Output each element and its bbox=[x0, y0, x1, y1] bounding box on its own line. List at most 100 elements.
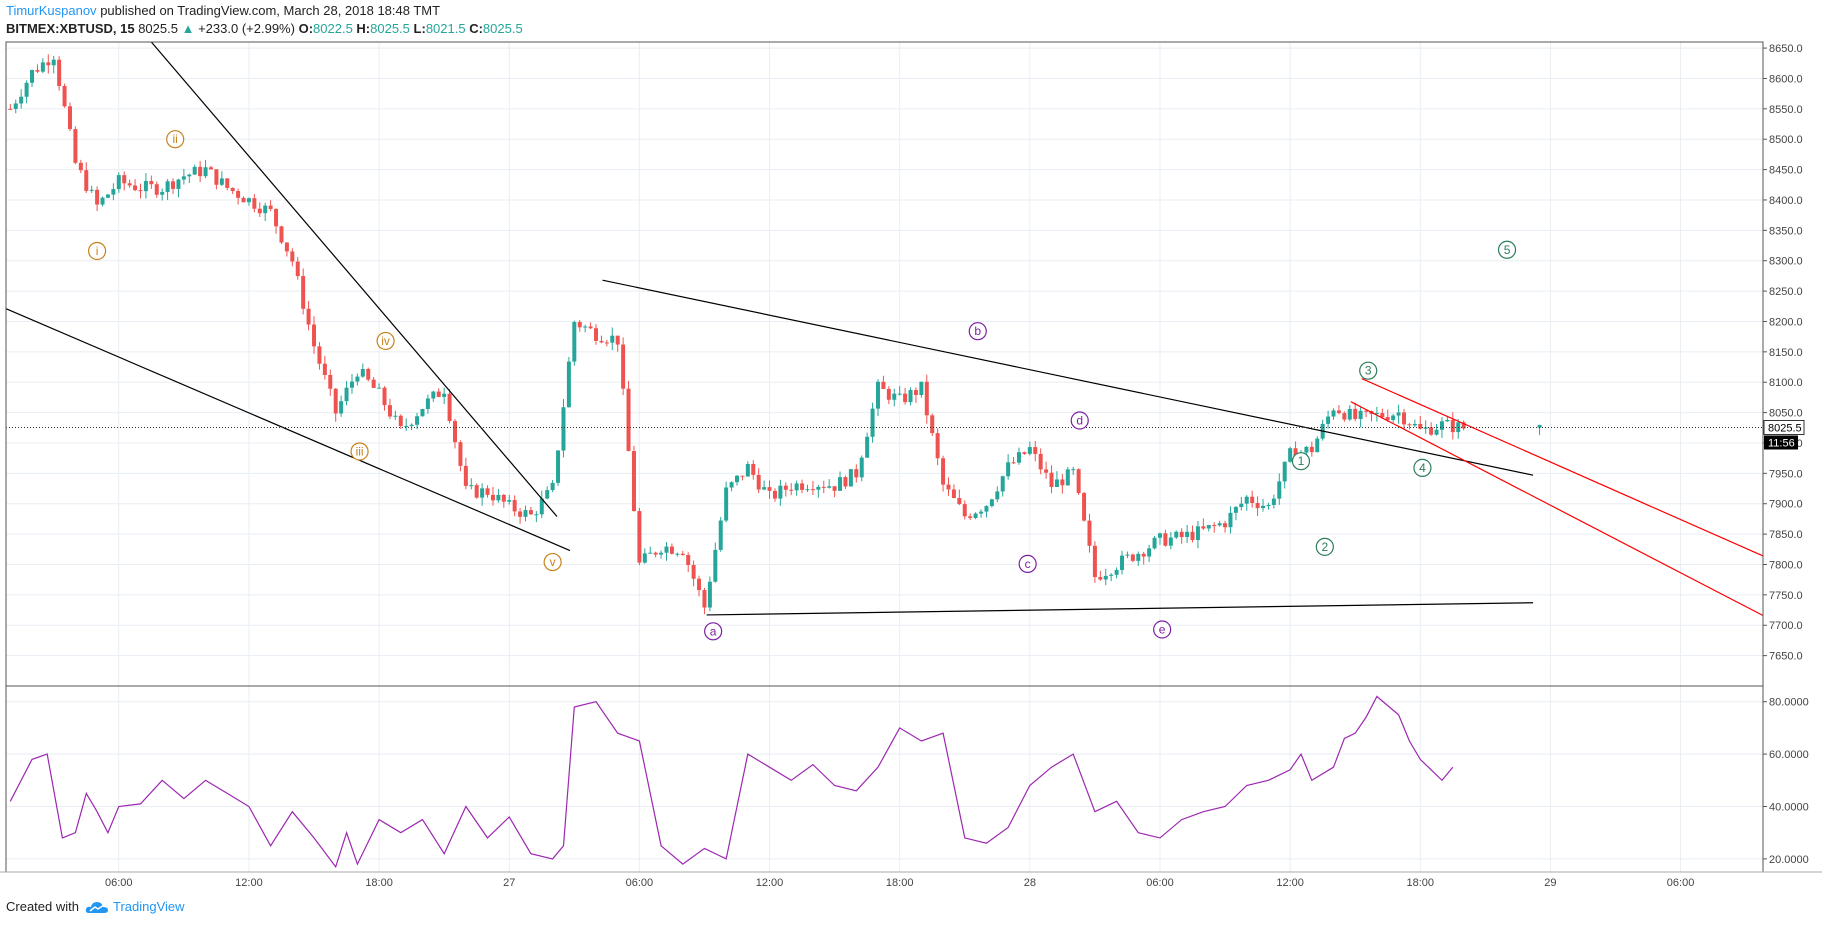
candle-body bbox=[192, 166, 197, 175]
y-tick-label: 8650.0 bbox=[1769, 43, 1803, 55]
candle-body bbox=[659, 552, 664, 555]
candle-body bbox=[810, 489, 815, 491]
candle-body bbox=[1418, 423, 1423, 429]
candle-body bbox=[1336, 410, 1341, 414]
candle-body bbox=[838, 477, 843, 491]
tradingview-link[interactable]: TradingView bbox=[85, 898, 185, 916]
candle-body bbox=[469, 485, 474, 487]
candle-body bbox=[631, 451, 636, 512]
candle-body bbox=[458, 442, 463, 466]
y-tick-label: 8350.0 bbox=[1769, 225, 1803, 237]
wave-label-circle bbox=[1291, 452, 1311, 471]
candle-body bbox=[572, 322, 577, 362]
wave-label-3: 3 bbox=[1365, 364, 1372, 378]
candle-body bbox=[1054, 479, 1059, 488]
x-tick-label: 29 bbox=[1544, 877, 1556, 889]
candle-body bbox=[762, 487, 767, 490]
candle-body bbox=[669, 546, 674, 554]
candle-body bbox=[176, 179, 181, 189]
candle-body bbox=[512, 500, 517, 512]
candle-body bbox=[1168, 537, 1173, 546]
candle-body bbox=[1407, 424, 1412, 426]
wave-label-circle bbox=[1359, 361, 1378, 380]
candle-body bbox=[1364, 410, 1369, 412]
candle-body bbox=[626, 388, 631, 452]
candle-body bbox=[1255, 502, 1260, 509]
candle-body bbox=[1212, 525, 1217, 527]
candle-body bbox=[892, 393, 897, 400]
candle-body bbox=[1033, 447, 1038, 454]
candle-body bbox=[1266, 504, 1271, 506]
candle-body bbox=[718, 520, 723, 550]
candle-body bbox=[545, 490, 550, 499]
candle-body bbox=[360, 368, 365, 377]
candle-body bbox=[995, 491, 1000, 500]
candle-body bbox=[1412, 423, 1417, 426]
x-tick-label: 12:00 bbox=[1276, 877, 1304, 889]
x-tick-label: 06:00 bbox=[1146, 877, 1174, 889]
trendlines[interactable] bbox=[5, 41, 1764, 617]
candle-body bbox=[973, 513, 978, 518]
symbol-ohlc-line: BITMEX:XBTUSD, 15 8025.5 ▲ +233.0 (+2.99… bbox=[6, 20, 523, 38]
candle-body bbox=[404, 425, 409, 427]
candle-body bbox=[78, 162, 83, 171]
candle-body bbox=[843, 477, 848, 487]
rsi-indicator bbox=[9, 695, 1454, 869]
candle-body bbox=[1380, 413, 1385, 418]
candle-body bbox=[913, 390, 918, 395]
wave-label-circle bbox=[1153, 620, 1172, 639]
author-link[interactable]: TimurKuspanov bbox=[6, 3, 97, 18]
candle-body bbox=[1304, 446, 1309, 453]
candle-body bbox=[1098, 577, 1103, 580]
candle-body bbox=[84, 170, 89, 191]
candle-body bbox=[599, 340, 604, 343]
published-text: published on TradingView.com, March 28, … bbox=[100, 3, 441, 18]
x-tick-label: 06:00 bbox=[105, 877, 133, 889]
open-label: O: bbox=[298, 21, 314, 36]
triangle-top-line bbox=[602, 279, 1534, 476]
candle-body bbox=[642, 553, 647, 563]
candle-body bbox=[322, 363, 327, 375]
candle-body bbox=[979, 511, 984, 514]
channel-lower-line bbox=[1350, 401, 1764, 617]
candle-body bbox=[653, 552, 658, 555]
candle-body bbox=[930, 415, 935, 434]
candle-body bbox=[534, 514, 539, 516]
candle-body bbox=[1147, 548, 1152, 557]
candle-body bbox=[588, 326, 593, 329]
candle-body bbox=[729, 482, 734, 488]
candle-body bbox=[1109, 574, 1114, 576]
candle-body bbox=[1423, 427, 1428, 429]
candle-body bbox=[691, 565, 696, 579]
candle-body bbox=[816, 486, 821, 490]
candle-body bbox=[848, 469, 853, 487]
candle-body bbox=[827, 486, 832, 488]
candle-body bbox=[854, 469, 859, 478]
candle-body bbox=[615, 335, 620, 345]
candle-body bbox=[1163, 533, 1168, 546]
candle-body bbox=[1201, 526, 1206, 529]
candle-body bbox=[257, 208, 262, 214]
candle-body bbox=[1114, 570, 1119, 575]
wave-label-1: 1 bbox=[1298, 454, 1305, 468]
candle-body bbox=[485, 488, 490, 495]
candle-body bbox=[1391, 415, 1396, 420]
price-path bbox=[8, 54, 1542, 615]
candle-body bbox=[751, 464, 756, 475]
candle-body bbox=[1396, 412, 1401, 416]
candle-body bbox=[528, 510, 533, 515]
candle-body bbox=[1429, 427, 1434, 435]
candle-body bbox=[111, 189, 116, 195]
candle-body bbox=[962, 504, 967, 517]
candle-body bbox=[306, 308, 311, 325]
tradingview-brand[interactable]: TradingView bbox=[112, 899, 185, 914]
candle-body bbox=[149, 180, 154, 185]
rsi-tick-label: 20.0000 bbox=[1769, 854, 1809, 866]
wave-label-circle bbox=[1315, 537, 1334, 556]
candle-body bbox=[214, 169, 219, 185]
candle-body bbox=[1022, 452, 1027, 454]
wave-label-circle bbox=[968, 322, 987, 341]
candle-body bbox=[897, 393, 902, 395]
candle-body bbox=[870, 408, 875, 437]
